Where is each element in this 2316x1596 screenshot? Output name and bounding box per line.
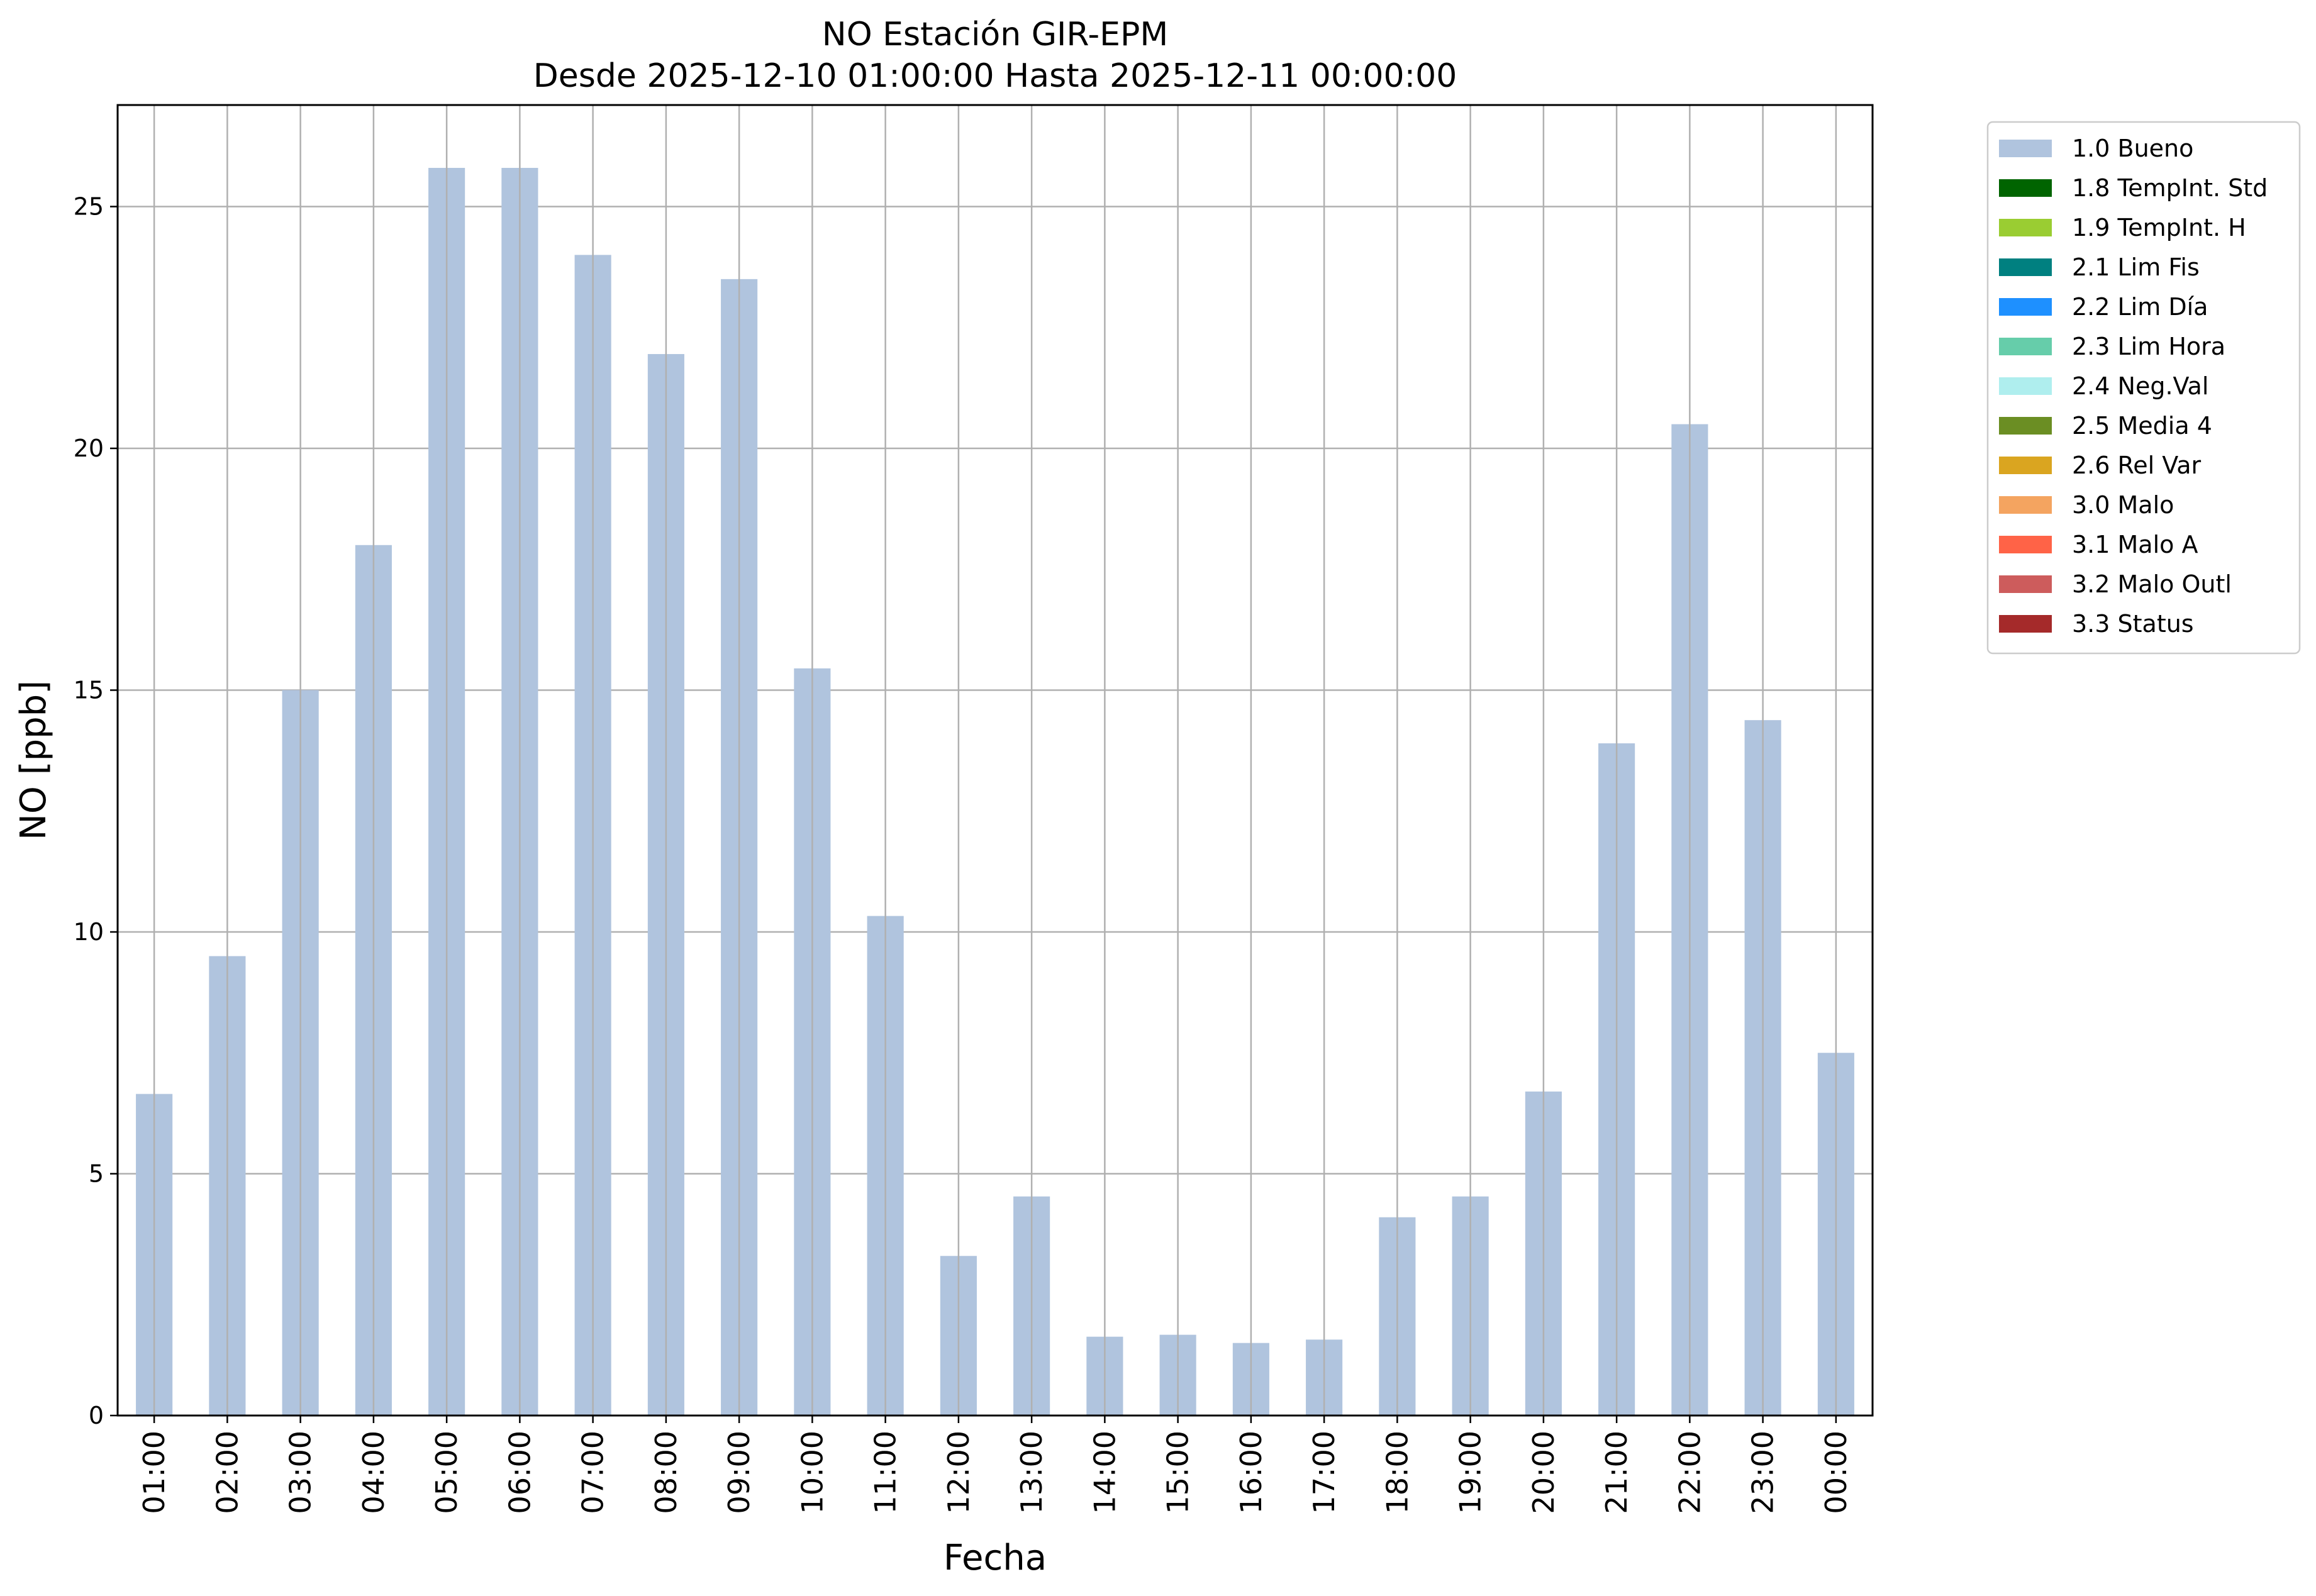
legend-label: 2.2 Lim Día [2072, 293, 2208, 321]
legend-label: 2.3 Lim Hora [2072, 333, 2225, 360]
legend-swatch [1999, 298, 2052, 316]
x-tick-label: 15:00 [1161, 1431, 1195, 1514]
legend-label: 2.5 Media 4 [2072, 412, 2212, 440]
legend-label: 1.0 Bueno [2072, 135, 2193, 162]
bars [136, 167, 1854, 1416]
legend-label: 1.9 TempInt. H [2072, 214, 2246, 241]
plot-frame [116, 104, 1874, 1417]
legend-swatch [1999, 496, 2052, 514]
legend-swatch [1999, 457, 2052, 474]
x-axis-label: Fecha [944, 1538, 1047, 1578]
x-tick-label: 23:00 [1746, 1431, 1780, 1514]
x-tick-label: 00:00 [1819, 1431, 1853, 1514]
x-axis-ticks: 01:00 02:00 03:00 04:00 05:00 06:00 07:00 08:00… [137, 1416, 1853, 1514]
x-tick-label: 14:00 [1088, 1431, 1122, 1514]
x-tick-label: 09:00 [722, 1431, 756, 1514]
x-tick-label: 13:00 [1015, 1431, 1049, 1514]
x-tick-label: 05:00 [430, 1431, 464, 1514]
x-tick-label: 20:00 [1527, 1431, 1561, 1514]
x-tick-label: 17:00 [1307, 1431, 1341, 1514]
legend-label: 3.0 Malo [2072, 491, 2174, 519]
y-tick-label: 5 [89, 1160, 104, 1187]
y-tick-label: 0 [89, 1402, 104, 1429]
legend-label: 3.3 Status [2072, 610, 2194, 638]
legend-swatch [1999, 615, 2052, 633]
x-tick-label: 04:00 [357, 1431, 391, 1514]
x-tick-label: 18:00 [1380, 1431, 1414, 1514]
x-tick-label: 16:00 [1234, 1431, 1268, 1514]
x-tick-label: 07:00 [576, 1431, 610, 1514]
chart-subtitle: Desde 2025-12-10 01:00:00 Hasta 2025-12-… [533, 57, 1457, 95]
x-tick-label: 01:00 [137, 1431, 171, 1514]
legend-label: 2.6 Rel Var [2072, 452, 2202, 479]
y-tick-label: 15 [74, 676, 104, 704]
legend-swatch [1999, 575, 2052, 593]
legend-swatch [1999, 417, 2052, 435]
legend-swatch [1999, 219, 2052, 236]
y-tick-label: 10 [74, 918, 104, 946]
legend-label: 3.1 Malo A [2072, 531, 2198, 558]
legend-swatch [1999, 338, 2052, 355]
y-tick-label: 20 [74, 435, 104, 462]
legend: 1.0 Bueno 1.8 TempInt. Std 1.9 TempInt. H 2… [1986, 121, 2301, 655]
x-tick-label: 12:00 [942, 1431, 976, 1514]
legend-swatch [1999, 179, 2052, 197]
y-tick-label: 25 [74, 192, 104, 220]
legend-swatch [1999, 377, 2052, 395]
legend-label: 1.8 TempInt. Std [2072, 174, 2268, 202]
legend-label: 2.4 Neg.Val [2072, 372, 2208, 400]
x-tick-label: 11:00 [869, 1431, 903, 1514]
legend-label: 2.1 Lim Fis [2072, 253, 2200, 281]
x-tick-label: 03:00 [284, 1431, 318, 1514]
legend-label: 3.2 Malo Outl [2072, 570, 2232, 598]
x-tick-label: 08:00 [649, 1431, 683, 1514]
x-tick-label: 22:00 [1673, 1431, 1706, 1514]
legend-swatch [1999, 536, 2052, 553]
y-axis-label: NO [ppb] [13, 680, 54, 840]
legend-swatch [1999, 258, 2052, 276]
x-tick-label: 10:00 [795, 1431, 829, 1514]
x-tick-label: 21:00 [1600, 1431, 1634, 1514]
x-tick-label: 19:00 [1454, 1431, 1488, 1514]
vertical-grid-lines [153, 105, 1837, 1416]
legend-swatch [1999, 140, 2052, 157]
legend-frame [1986, 121, 2301, 655]
x-tick-label: 06:00 [503, 1431, 537, 1514]
x-tick-label: 02:00 [210, 1431, 244, 1514]
y-axis-ticks: 0 5 10 15 20 25 [74, 192, 118, 1429]
chart-title: NO Estación GIR-EPM [822, 16, 1168, 53]
